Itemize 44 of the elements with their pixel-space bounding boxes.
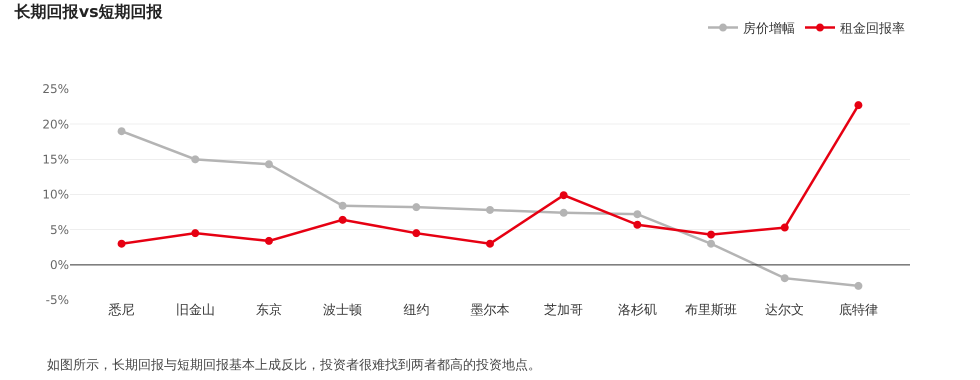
point <box>486 206 494 214</box>
point <box>264 160 273 168</box>
legend-label: 房价增幅 <box>743 20 795 37</box>
point <box>854 101 862 110</box>
x-tick-label: 波士顿 <box>323 303 362 318</box>
y-tick-label: 10% <box>42 188 69 202</box>
point <box>118 240 126 248</box>
x-tick-label: 悉尼 <box>108 303 135 318</box>
x-tick-label: 布里斯班 <box>685 303 738 318</box>
point <box>560 208 568 217</box>
point <box>707 240 716 248</box>
point <box>118 127 126 136</box>
y-tick-label: 20% <box>42 117 69 132</box>
point <box>780 224 789 232</box>
y-tick-label: 15% <box>42 152 69 167</box>
point <box>486 240 494 248</box>
point <box>338 202 347 210</box>
x-tick-label: 芝加哥 <box>544 303 584 318</box>
y-tick-label: -5% <box>46 293 69 308</box>
point <box>780 274 789 282</box>
point <box>191 229 200 238</box>
y-tick-label: 0% <box>50 258 69 272</box>
point <box>412 229 420 238</box>
point <box>707 230 716 239</box>
point <box>560 191 568 200</box>
y-tick-label: 5% <box>50 222 69 237</box>
x-tick-label: 洛杉矶 <box>618 303 657 318</box>
point <box>264 236 273 245</box>
point <box>633 220 642 229</box>
point <box>633 210 642 218</box>
point <box>854 282 862 290</box>
point <box>191 155 200 164</box>
x-tick-label: 纽约 <box>403 303 430 318</box>
text: 如图所示，长期回报与短期回报基本上成反比，投资者很难找到两者都高的投资地点。 <box>47 357 541 373</box>
y-tick-label: 25% <box>42 82 69 96</box>
x-tick-label: 东京 <box>256 303 282 318</box>
chart-title: 长期回报vs短期回报 <box>14 2 164 21</box>
x-tick-label: 底特律 <box>838 303 878 318</box>
x-tick-label: 达尔文 <box>765 303 804 318</box>
x-tick-label: 旧金山 <box>176 303 215 318</box>
legend-label: 租金回报率 <box>840 20 905 37</box>
point <box>412 203 420 212</box>
point <box>338 216 347 224</box>
x-tick-label: 墨尔本 <box>470 303 510 318</box>
